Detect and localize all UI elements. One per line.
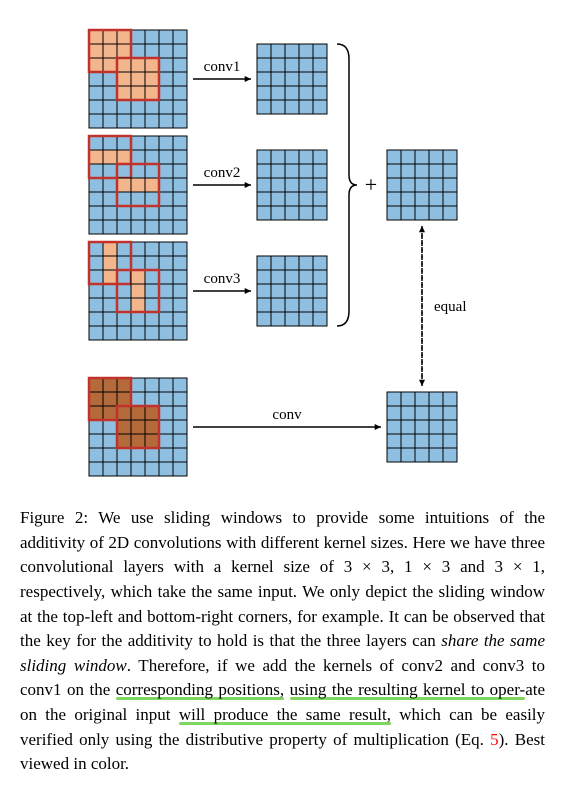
- svg-text:conv2: conv2: [203, 165, 240, 181]
- figure-caption: Figure 2: We use sliding windows to prov…: [20, 506, 545, 777]
- sp2: [284, 680, 289, 699]
- sp1: [110, 680, 115, 699]
- eq-ref: 5: [490, 730, 499, 749]
- hl3: using the resulting kernel to oper-: [290, 680, 526, 699]
- hl5: will produce the same result,: [179, 705, 391, 724]
- diagram-svg: conv1 conv2 conv3 + conv equal: [59, 20, 507, 486]
- svg-text:conv3: conv3: [203, 271, 240, 287]
- svg-text:equal: equal: [434, 299, 466, 315]
- figure-diagram: conv1 conv2 conv3 + conv equal: [20, 20, 545, 486]
- svg-text:conv: conv: [272, 407, 302, 423]
- caption-prefix: Figure 2:: [20, 508, 98, 527]
- sp3: [171, 705, 179, 724]
- caption-s1: We use sliding windows to provide some i…: [20, 508, 545, 650]
- caption-s2: . Therefore,: [127, 656, 217, 675]
- svg-text:conv1: conv1: [203, 59, 240, 75]
- svg-text:+: +: [364, 172, 376, 197]
- hl2: corresponding positions,: [116, 680, 284, 699]
